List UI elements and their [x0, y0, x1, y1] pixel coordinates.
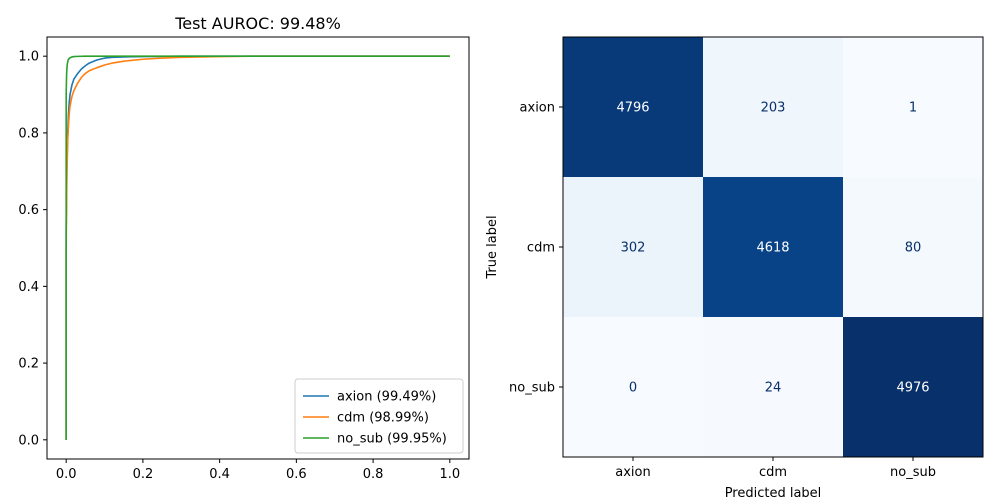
roc-legend: axion (99.49%) cdm (98.99%) no_sub (99.95%…	[294, 378, 464, 454]
roc-x-tick-label: 0.2	[133, 467, 154, 482]
confusion-matrix-cell	[703, 317, 844, 458]
roc-x-tick-label: 1.0	[439, 467, 460, 482]
roc-y-tick-label: 0.2	[18, 357, 39, 372]
roc-x-axis: 0.0 0.2 0.4 0.6 0.8 1.0	[56, 459, 460, 482]
confusion-matrix-cell-value: 24	[765, 381, 782, 396]
confusion-matrix-xlabel: Predicted label	[725, 486, 822, 500]
confusion-matrix-cell-value: 302	[621, 241, 646, 256]
roc-series-line-2	[65, 55, 450, 440]
confusion-matrix-x-tick-label: axion	[615, 465, 650, 480]
confusion-matrix-cell-value: 4796	[616, 101, 649, 116]
confusion-matrix-x-axis: axion cdm no_sub	[615, 457, 936, 480]
roc-legend-entry: axion (99.49%)	[337, 390, 436, 405]
confusion-matrix-y-tick-label: cdm	[527, 241, 555, 256]
confusion-matrix-cell-value: 1	[909, 101, 917, 116]
confusion-matrix-cell-value: 4618	[756, 241, 789, 256]
roc-series-lines	[65, 55, 450, 440]
roc-y-tick-label: 1.0	[18, 50, 39, 65]
roc-series-line-1	[65, 55, 450, 440]
confusion-matrix-cell-value: 203	[761, 101, 786, 116]
confusion-matrix-cell	[563, 37, 704, 178]
roc-x-tick-label: 0.0	[56, 467, 77, 482]
confusion-matrix-cell	[843, 317, 984, 458]
confusion-matrix-ylabel: True label	[485, 215, 500, 279]
confusion-matrix-cell	[563, 317, 704, 458]
confusion-matrix-x-tick-label: cdm	[759, 465, 787, 480]
roc-y-tick-label: 0.6	[18, 203, 39, 218]
confusion-matrix-cell	[703, 177, 844, 318]
confusion-matrix-cell-value: 80	[905, 241, 922, 256]
confusion-matrix-y-axis: axion cdm no_sub	[509, 101, 563, 396]
confusion-matrix-cell	[843, 37, 984, 178]
confusion-matrix-cell	[563, 177, 704, 318]
roc-chart-title: Test AUROC: 99.48%	[174, 14, 341, 33]
roc-legend-box	[294, 378, 464, 454]
confusion-matrix-y-tick-label: no_sub	[509, 381, 555, 396]
confusion-matrix-x-tick-label: no_sub	[890, 465, 936, 480]
roc-y-tick-label: 0.4	[18, 280, 39, 295]
roc-legend-entry: no_sub (99.95%)	[337, 432, 447, 447]
roc-y-tick-label: 0.0	[18, 433, 39, 448]
roc-y-tick-label: 0.8	[18, 126, 39, 141]
roc-chart: Test AUROC: 99.48% 0.0 0.2 0.4 0.6 0.8 1.0 0.…	[18, 14, 470, 482]
confusion-matrix-cell-value: 4976	[896, 381, 929, 396]
roc-legend-entry: cdm (98.99%)	[337, 411, 429, 426]
roc-x-tick-label: 0.4	[209, 467, 230, 482]
confusion-matrix-y-tick-label: axion	[520, 101, 555, 116]
confusion-matrix-cells: 4796 203 1 302 4618 80 0 24 4976	[563, 37, 984, 458]
confusion-matrix-cell	[703, 37, 844, 178]
confusion-matrix-cell	[843, 177, 984, 318]
roc-y-axis: 0.0 0.2 0.4 0.6 0.8 1.0	[18, 50, 47, 448]
confusion-matrix-cell-value: 0	[629, 381, 637, 396]
roc-x-tick-label: 0.6	[286, 467, 307, 482]
roc-x-tick-label: 0.8	[363, 467, 384, 482]
